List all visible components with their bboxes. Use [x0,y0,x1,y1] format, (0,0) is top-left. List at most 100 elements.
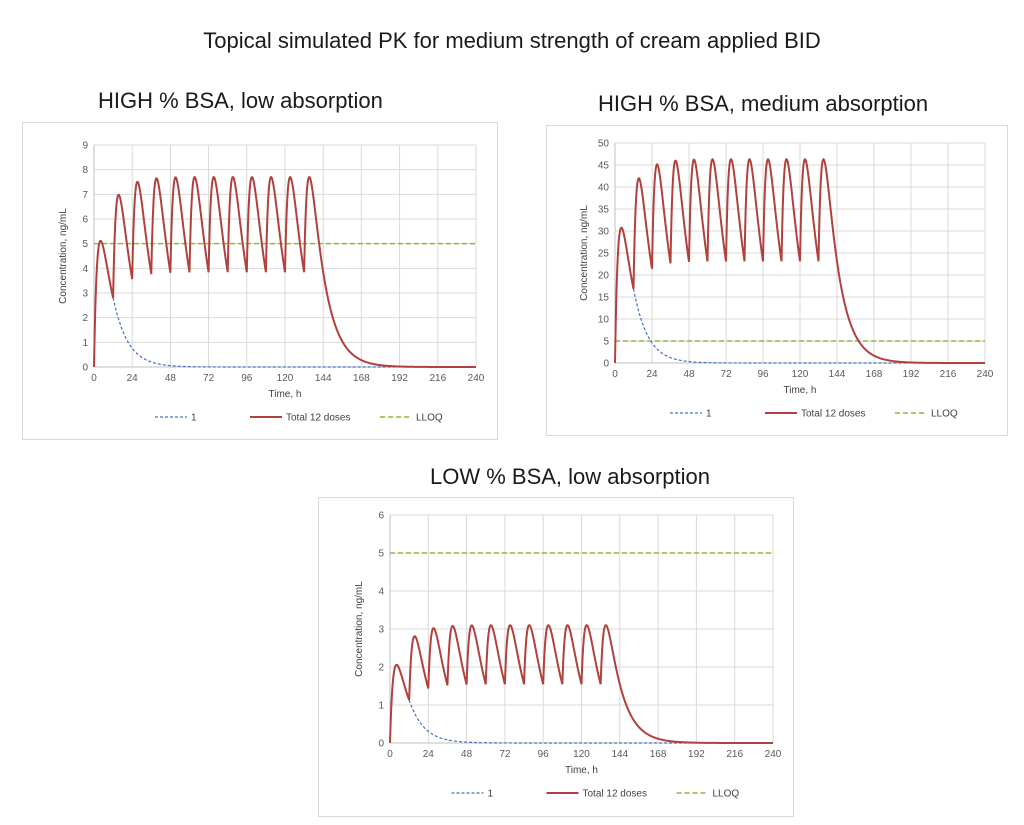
chart-1-legend-item: LLOQ [380,413,443,424]
chart-1-y-tick-label: 4 [82,264,88,275]
chart-1-x-tick-label: 144 [315,373,332,384]
chart-1-x-tick-label: 96 [241,373,253,384]
chart-3-frame: 0 24 48 72 96 120 144 168 192 216 240 0 1 2 3 4 5 6 Time, … [318,497,794,817]
chart-1-y-tick-label: 5 [82,239,88,250]
chart-3-x-tick-label: 72 [499,749,511,760]
chart-3-x-tick-label: 144 [611,749,628,760]
chart-1-x-axis-title: Time, h [269,389,302,400]
chart-2-x-tick-label: 216 [940,369,957,380]
chart-1-series-total [93,175,476,368]
chart-3-x-tick-label: 24 [423,749,435,760]
chart-3-legend-label: LLOQ [713,789,740,800]
chart-3-x-tick-label: 216 [726,749,743,760]
chart-3-y-tick-label: 1 [378,701,384,712]
chart-2-legend-label: 1 [706,409,712,420]
chart-2-x-tick-label: 192 [903,369,920,380]
chart-3-x-tick-label: 0 [387,749,393,760]
chart-3-legend-item: Total 12 doses [546,789,648,800]
chart-2-y-tick-label: 40 [598,183,610,194]
chart-1-y-tick-label: 1 [82,338,88,349]
chart-1-y-tick-label: 0 [82,363,88,374]
chart-3-y-tick-label: 0 [378,739,384,750]
chart-1-x-tick-label: 24 [127,373,139,384]
chart-2-legend-item: LLOQ [895,409,958,420]
chart-2-x-tick-label: 144 [829,369,846,380]
chart-2-x-tick-label: 240 [977,369,994,380]
chart-2-frame: 0 24 48 72 96 120 144 168 192 216 240 0 5 10 15 20 25 30 3… [546,125,1008,436]
chart-1-y-tick-label: 7 [82,190,88,201]
chart-2-x-tick-label: 120 [792,369,809,380]
chart-3-svg: 0 24 48 72 96 120 144 168 192 216 240 0 1 2 3 4 5 6 Time, … [354,511,782,800]
chart-1-y-tick-label: 3 [82,289,88,300]
chart-2-legend-item: 1 [670,409,712,420]
chart-2-x-tick-label: 48 [683,369,695,380]
chart-1-frame: 0 24 48 72 96 120 144 168 192 216 240 0 1 2 3 4 5 6 7 8 9 Tim… [22,122,498,440]
chart-3-x-tick-label: 120 [573,749,590,760]
chart-3-y-tick-label: 4 [378,587,384,598]
page-title: Topical simulated PK for medium strength… [203,28,821,53]
chart-2-y-tick-label: 20 [598,271,610,282]
chart-2-x-tick-label: 96 [757,369,769,380]
chart-2-y-tick-label: 15 [598,293,610,304]
chart-3-y-tick-label: 2 [378,663,384,674]
chart-2-y-tick-label: 5 [603,337,609,348]
chart-3-legend-item: LLOQ [676,789,740,800]
chart-2-y-tick-label: 50 [598,139,610,150]
chart-1-y-tick-label: 6 [82,215,88,226]
chart-1-x-tick-label: 192 [391,373,408,384]
chart-2-svg: 0 24 48 72 96 120 144 168 192 216 240 0 5 10 15 20 25 30 3… [579,139,994,420]
chart-2-y-tick-label: 0 [603,359,609,370]
chart-2-title: HIGH % BSA, medium absorption [598,91,929,116]
chart-3-y-tick-label: 3 [378,625,384,636]
chart-2-series-total [614,157,985,364]
chart-1-legend-label: Total 12 doses [286,413,351,424]
chart-3-x-axis-title: Time, h [565,765,598,776]
chart-2-x-tick-label: 0 [612,369,618,380]
chart-1-y-axis-title: Concentration, ng/mL [58,208,69,304]
chart-3-legend-label: 1 [488,789,494,800]
chart-2-x-axis-title: Time, h [784,385,817,396]
chart-2-legend-label: Total 12 doses [801,409,866,420]
chart-1-x-tick-label: 72 [203,373,215,384]
chart-2-legend-label: LLOQ [931,409,958,420]
chart-1-title: HIGH % BSA, low absorption [98,88,383,113]
chart-3-y-tick-label: 6 [378,511,384,522]
chart-2-x-tick-label: 72 [720,369,732,380]
chart-3-y-axis-title: Concentration, ng/mL [354,581,365,677]
chart-2-y-tick-label: 10 [598,315,610,326]
chart-3-title: LOW % BSA, low absorption [430,464,711,489]
chart-1-y-tick-label: 2 [82,313,88,324]
chart-1-legend-item: Total 12 doses [250,413,351,424]
chart-2-y-tick-label: 25 [598,249,610,260]
chart-3-x-tick-label: 96 [538,749,550,760]
chart-2-legend-item: Total 12 doses [765,409,866,420]
chart-3-y-tick-label: 5 [378,549,384,560]
chart-3-series-total [389,624,773,744]
chart-2-x-tick-label: 24 [646,369,658,380]
chart-1-y-tick-label: 9 [82,141,88,152]
chart-3-x-tick-label: 168 [650,749,667,760]
chart-2-y-axis-title: Concentration, ng/mL [579,205,590,301]
chart-1-svg: 0 24 48 72 96 120 144 168 192 216 240 0 1 2 3 4 5 6 7 8 9 Tim… [58,141,485,424]
chart-2-x-tick-label: 168 [866,369,883,380]
chart-3-x-tick-label: 192 [688,749,705,760]
chart-1-y-tick-label: 8 [82,165,88,176]
chart-1-legend-label: 1 [191,413,197,424]
chart-3-legend-label: Total 12 doses [583,789,648,800]
chart-3-x-tick-label: 240 [765,749,782,760]
chart-2-y-tick-label: 45 [598,161,610,172]
chart-2-y-tick-label: 35 [598,205,610,216]
chart-1-series-dose-1 [112,297,476,368]
chart-3-legend-item: 1 [451,789,494,800]
chart-3-series-dose-1 [408,699,773,744]
chart-1-legend-label: LLOQ [416,413,443,424]
chart-1-x-tick-label: 120 [277,373,294,384]
chart-1-x-tick-label: 168 [353,373,370,384]
chart-2-y-tick-label: 30 [598,227,610,238]
chart-1-x-tick-label: 0 [91,373,97,384]
chart-1-x-tick-label: 48 [165,373,177,384]
chart-1-x-tick-label: 216 [429,373,446,384]
chart-2-series-dose-1 [632,288,985,364]
chart-3-x-tick-label: 48 [461,749,473,760]
chart-1-legend-item: 1 [155,413,197,424]
